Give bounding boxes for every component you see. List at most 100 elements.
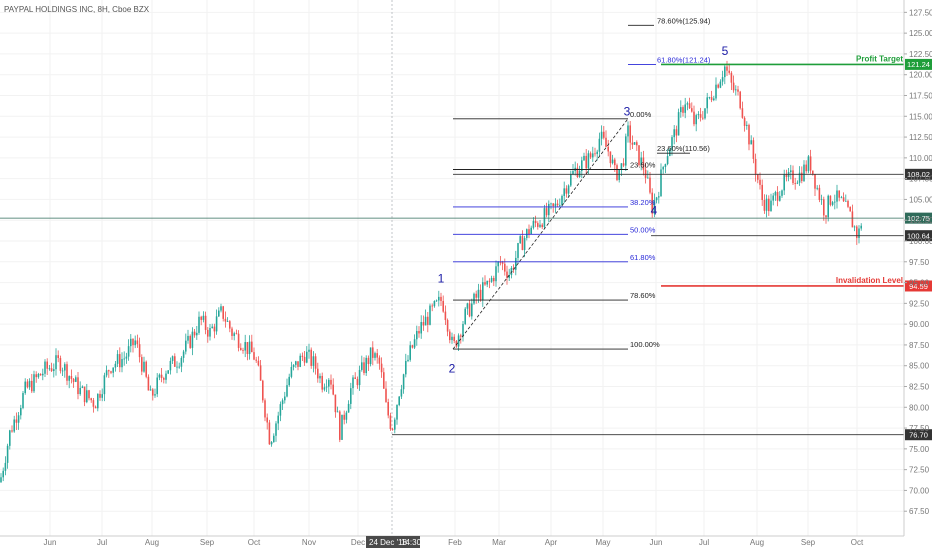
candle-body bbox=[812, 170, 814, 175]
candle-body bbox=[757, 174, 759, 180]
candle-body bbox=[121, 359, 123, 368]
elliott-wave-labels: 1 2 3 4 5 bbox=[438, 44, 729, 376]
candle-body bbox=[145, 361, 147, 377]
candle-body bbox=[475, 293, 477, 298]
candle-body bbox=[116, 354, 119, 364]
candle-body bbox=[840, 197, 843, 199]
candle-body bbox=[53, 369, 55, 372]
candle-body bbox=[154, 394, 156, 396]
candle-body bbox=[702, 117, 704, 119]
candle-body bbox=[284, 396, 286, 401]
time-tick-label: Sep bbox=[801, 538, 816, 547]
candle-body bbox=[776, 192, 779, 201]
candle-body bbox=[224, 318, 227, 322]
candle-body bbox=[651, 192, 653, 214]
candle-body bbox=[356, 378, 359, 386]
candle-body bbox=[400, 389, 403, 397]
candle-body bbox=[165, 373, 167, 380]
candle-body bbox=[167, 370, 169, 374]
candle-body bbox=[638, 145, 640, 166]
wave-label-2: 2 bbox=[449, 361, 456, 375]
candle-body bbox=[842, 197, 845, 202]
price-tag-text: 100.64 bbox=[907, 231, 930, 240]
candle-body bbox=[312, 356, 315, 366]
candle-body bbox=[90, 398, 92, 401]
candle-body bbox=[396, 405, 398, 420]
price-tick-label: 87.50 bbox=[909, 341, 930, 350]
price-tag-text: 94.59 bbox=[909, 282, 928, 291]
candle-body bbox=[449, 331, 451, 341]
trend-line bbox=[452, 118, 629, 350]
candle-body bbox=[387, 402, 389, 416]
candle-body bbox=[662, 167, 664, 170]
candle-body bbox=[519, 236, 521, 244]
candle-body bbox=[684, 104, 686, 113]
candle-body bbox=[768, 198, 770, 212]
candle-body bbox=[347, 403, 350, 413]
price-axis[interactable]: 67.50 70.00 72.50 75.00 77.50 80.00 82.50 85.00… bbox=[903, 0, 932, 536]
price-tick-label: 85.00 bbox=[909, 362, 930, 371]
candle-body bbox=[486, 280, 488, 285]
candle-body bbox=[248, 341, 251, 355]
candle-body bbox=[328, 379, 330, 387]
candle-body bbox=[422, 322, 425, 326]
candle-body bbox=[490, 277, 493, 282]
candle-body bbox=[143, 361, 145, 372]
candle-body bbox=[290, 366, 293, 377]
candle-body bbox=[242, 349, 244, 351]
candle-body bbox=[156, 377, 158, 395]
candle-body bbox=[596, 151, 598, 155]
candle-body bbox=[565, 188, 568, 194]
candle-body bbox=[532, 220, 535, 228]
candle-body bbox=[781, 190, 783, 196]
candle-body bbox=[642, 157, 645, 170]
candle-body bbox=[321, 375, 323, 390]
candle-body bbox=[31, 380, 33, 392]
candle-body bbox=[317, 368, 319, 379]
candle-body bbox=[561, 195, 563, 206]
candle-body bbox=[609, 151, 612, 164]
candle-body bbox=[462, 323, 464, 337]
candle-body bbox=[46, 361, 48, 369]
price-tick-label: 67.50 bbox=[909, 507, 930, 516]
candle-body bbox=[455, 340, 458, 347]
candle-body bbox=[717, 84, 719, 88]
candle-body bbox=[730, 72, 733, 83]
candle-body bbox=[724, 66, 726, 78]
price-tick-label: 127.50 bbox=[909, 8, 932, 17]
candle-body bbox=[257, 360, 260, 366]
candle-body bbox=[829, 195, 832, 205]
candle-body bbox=[292, 364, 295, 367]
candle-body bbox=[576, 167, 579, 177]
candle-body bbox=[823, 199, 825, 216]
candle-body bbox=[174, 356, 176, 367]
candle-body bbox=[466, 303, 469, 309]
candle-body bbox=[341, 414, 343, 440]
time-axis[interactable]: Jun Jul Aug Sep Oct Nov Dec Feb Mar Apr May Jun Jul A… bbox=[0, 535, 904, 548]
candle-body bbox=[594, 153, 596, 155]
candle-body bbox=[352, 377, 354, 389]
wave-label-3: 3 bbox=[624, 104, 631, 118]
candle-body bbox=[336, 411, 339, 413]
candle-body bbox=[141, 357, 143, 372]
candle-body bbox=[435, 300, 438, 302]
candle-body bbox=[273, 435, 275, 443]
candle-body bbox=[695, 115, 697, 125]
price-tick-label: 72.50 bbox=[909, 466, 930, 475]
candle-body bbox=[774, 192, 777, 196]
candle-body bbox=[20, 407, 22, 416]
candle-body bbox=[66, 364, 68, 381]
candle-body bbox=[374, 353, 376, 358]
candle-body bbox=[504, 263, 506, 272]
candle-body bbox=[0, 477, 2, 483]
candle-body bbox=[697, 114, 700, 116]
candle-body bbox=[211, 326, 213, 329]
candle-body bbox=[99, 393, 101, 398]
candle-body bbox=[132, 338, 134, 346]
candle-body bbox=[171, 356, 174, 361]
candle-body bbox=[838, 190, 840, 198]
candle-body bbox=[48, 368, 51, 370]
time-tick-label: Jul bbox=[97, 538, 107, 547]
level-label: Invalidation Level bbox=[836, 276, 903, 285]
